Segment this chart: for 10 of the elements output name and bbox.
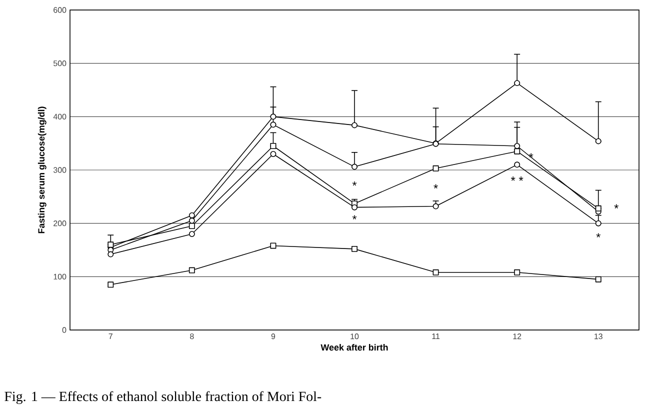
- annotation: *: [352, 215, 357, 220]
- annotation: *: [352, 181, 357, 186]
- annotation: *: [434, 184, 438, 188]
- annotation: *: [596, 233, 601, 238]
- annotation: *: [528, 153, 534, 158]
- x-axis-title: Week after birth: [320, 344, 388, 351]
- annotation: * *: [510, 176, 524, 181]
- caption: Fig. 1 — Effects of ethanol soluble fraction of Mori Fol-: [4, 391, 322, 404]
- y-axis-title: Fasting serum glucose(mg/dl): [38, 106, 46, 234]
- annotation: *: [614, 204, 619, 208]
